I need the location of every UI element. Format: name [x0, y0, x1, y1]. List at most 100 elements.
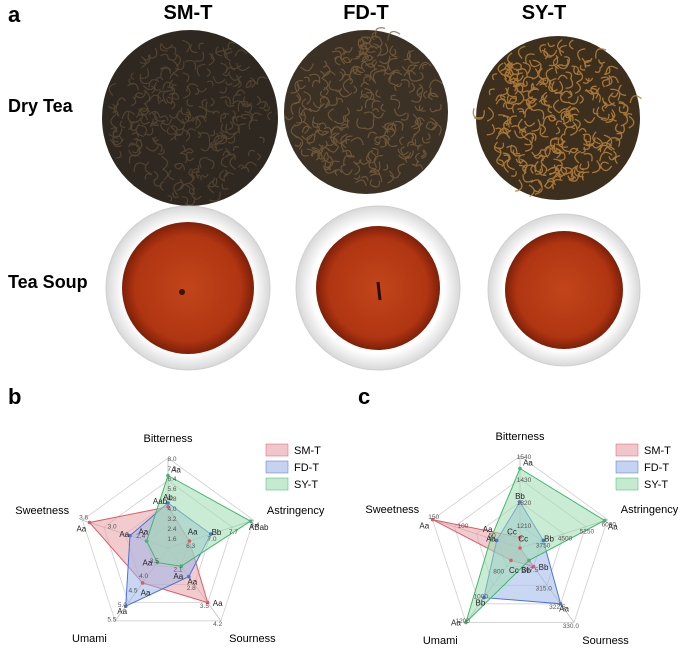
radar-axis-label-bitterness: Bitterness [144, 433, 193, 445]
radar-tick-label: 6.3 [186, 543, 195, 550]
radar-letter-label: Ab [163, 493, 173, 502]
radar-axis-label-umami: Umami [423, 635, 458, 647]
radar-point-sm-t [187, 539, 192, 543]
legend-label-sy-t: SY-T [294, 479, 318, 491]
legend-swatch-sm-t [615, 443, 639, 457]
radar-axis-label-sweetness: Sweetness [15, 505, 69, 517]
tea-photos [102, 27, 642, 371]
radar-tick-label: 307.5 [522, 567, 539, 574]
radar-letter-label: Aa [523, 459, 533, 468]
radar-tick-label: 2.4 [136, 533, 145, 540]
radar-tick-label: 7.7 [229, 529, 238, 536]
radar-letter-label: Aa [171, 466, 181, 475]
radar-point-fd-t [518, 500, 522, 504]
radar-tick-label: 150 [428, 514, 439, 521]
radar-tick-label: 4.8 [167, 496, 176, 503]
radar-tick-label: 5.0 [118, 602, 127, 609]
radar-tick-label: 800 [493, 568, 504, 575]
column-title-fd-t: FD-T [343, 2, 389, 24]
radar-point-fd-t [558, 602, 563, 606]
radar-letter-label: Aa [419, 521, 429, 530]
radar-letter-label: Cc [518, 535, 528, 544]
radar-tick-label: 2.8 [187, 585, 196, 592]
radar-point-fd-t [208, 532, 213, 536]
radar-tick-label: 3750 [536, 543, 551, 550]
radar-tick-label: 50 [488, 533, 496, 540]
radar-axis-label-astringency: Astringency [267, 505, 325, 517]
legend-swatch-sy-t [615, 477, 639, 491]
column-title-sy-t: SY-T [521, 2, 567, 24]
radar-tick-label: 3.5 [150, 558, 159, 565]
radar-tick-label: 4.0 [167, 506, 176, 513]
radar-grid-ring [81, 457, 255, 622]
radar-letter-label: Aab [153, 497, 168, 506]
radar-point-fd-t [123, 604, 128, 609]
radar-tick-label: 1320 [517, 500, 532, 507]
panel-b-letter: b [8, 384, 22, 409]
radar-point-fd-t [166, 501, 170, 505]
radar-tick-label: 5250 [580, 528, 595, 535]
radar-point-sy-t [527, 558, 531, 563]
radar-tick-label: 3.5 [200, 603, 209, 610]
radar-letter-label: Aa [173, 572, 183, 581]
radar-tick-label: 4.0 [139, 573, 148, 580]
radar-letter-label: Bb [212, 528, 222, 537]
radar-point-fd-t [186, 574, 191, 579]
row-title-tea-soup: Tea Soup [8, 272, 88, 292]
radar-tick-label: 8.4 [250, 522, 259, 529]
radar-letter-label: Aa [119, 530, 129, 539]
radar-point-sm-t [430, 517, 435, 522]
legend-label-fd-t: FD-T [644, 462, 669, 474]
radar-point-sm-t [205, 600, 210, 605]
radar-point-sy-t [155, 560, 160, 565]
radar-letter-label: Bb [476, 598, 486, 607]
radar-axis-label-sourness: Sourness [582, 635, 629, 647]
dry-tea-sm-t-image [102, 30, 278, 206]
legend-label-sy-t: SY-T [644, 479, 668, 491]
radar-axis-label-sourness: Sourness [229, 633, 276, 645]
radar-point-sy-t [179, 564, 184, 569]
radar-tick-label: 322.5 [549, 604, 566, 611]
dry-tea-fd-t-image [284, 27, 448, 194]
radar-letter-label: Bb [539, 563, 549, 572]
radar-letter-label: Aa [188, 528, 198, 537]
radar-chart-b: 1.6 2.4 3.2 4.0 4.8 5.6 6.4 7.2 8.0 6.3 7.0 7.7 8.4 2… [15, 433, 325, 645]
radar-point-fd-t [494, 538, 499, 543]
radar-point-sy-t [464, 620, 468, 625]
radar-tick-label: 330.0 [563, 623, 580, 630]
legend-swatch-fd-t [265, 460, 289, 474]
radar-letter-label: Aa [483, 525, 493, 534]
legend-swatch-fd-t [615, 460, 639, 474]
radar-chart-c: 1210 1320 1430 1540 3750 4500 5250 6000 307.5 315… [365, 431, 678, 647]
radar-tick-label: 1200 [455, 618, 470, 625]
radar-axis-label-bitterness: Bitterness [496, 431, 545, 443]
radar-point-sm-t [531, 564, 536, 569]
radar-tick-label: 6.4 [167, 476, 176, 483]
radar-grid-ring [432, 455, 608, 623]
radar-point-sm-t [509, 558, 513, 563]
radar-letter-label: Aa [187, 577, 197, 586]
radar-tick-label: 1430 [517, 477, 532, 484]
radar-tick-label: 5.5 [107, 616, 116, 623]
radar-letter-label: Aa [117, 607, 127, 616]
legend-swatch-sm-t [265, 443, 289, 457]
radar-point-sy-t [248, 519, 253, 523]
radar-point-fd-t [541, 538, 546, 543]
radar-axis-label-sweetness: Sweetness [365, 504, 419, 516]
radar-letter-label: Aa [451, 619, 461, 628]
radar-point-sm-t [87, 520, 92, 525]
radar-point-sm-t [518, 546, 522, 550]
panel-a-letter: a [8, 2, 21, 27]
radar-tick-label: 3.2 [167, 516, 176, 523]
radar-tick-label: 315.0 [536, 586, 553, 593]
radar-letter-label: Bb [521, 566, 531, 575]
radar-letter-label: Aa [559, 605, 569, 614]
radar-tick-label: 1.6 [167, 536, 176, 543]
radar-point-sy-t [166, 473, 170, 478]
radar-point-fd-t [128, 533, 132, 538]
radar-series-sy-t [464, 467, 606, 625]
radar-series-sy-t [146, 474, 252, 567]
radar-tick-label: 7.2 [167, 466, 176, 473]
radar-point-sm-t [518, 535, 522, 540]
radar-letter-label: Aa [141, 589, 151, 598]
